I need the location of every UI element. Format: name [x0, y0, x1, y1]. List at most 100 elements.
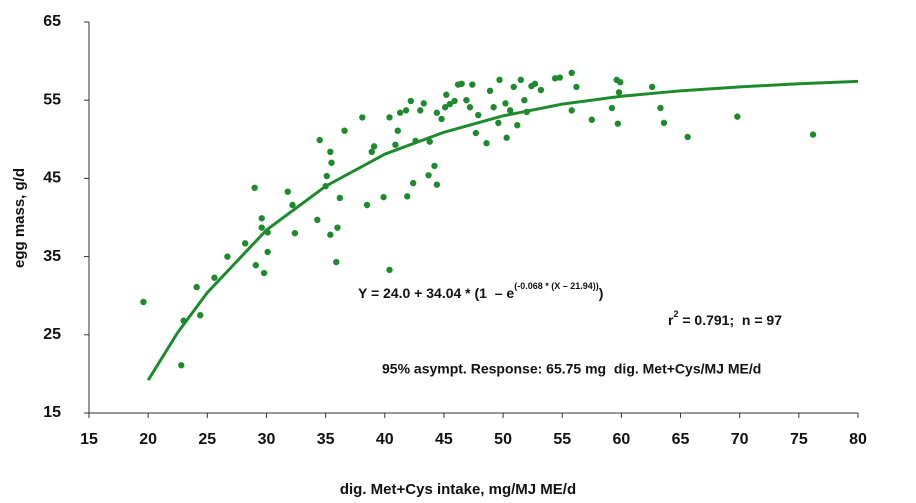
point: [451, 97, 458, 105]
fit-stats-power: 2: [673, 309, 678, 319]
x-tick-label: 25: [198, 431, 216, 448]
x-tick-label: 30: [258, 431, 276, 448]
y-axis-title: egg mass, g/d: [11, 168, 28, 268]
x-tick-label: 60: [612, 431, 630, 448]
point: [556, 74, 564, 81]
point: [608, 104, 616, 112]
x-tick-label: 45: [435, 431, 453, 448]
point: [328, 159, 335, 166]
fit-stats-rest: = 0.791; n = 97: [678, 312, 782, 328]
x-tick-label: 15: [80, 431, 98, 448]
point: [392, 141, 399, 148]
point: [568, 107, 575, 114]
point: [472, 129, 480, 137]
x-tick-label: 70: [731, 431, 749, 448]
point: [289, 201, 296, 209]
point: [438, 115, 445, 123]
point: [417, 107, 424, 114]
point: [503, 134, 510, 141]
point: [409, 179, 417, 187]
x-tick-label: 20: [139, 431, 157, 448]
x-tick-label: 80: [849, 431, 867, 448]
x-axis-title: dig. Met+Cys intake, mg/MJ ME/d: [340, 481, 576, 498]
point: [291, 229, 299, 237]
point: [660, 119, 668, 127]
fit-line: [146, 79, 859, 381]
point: [425, 172, 432, 179]
x-tick-label: 35: [317, 431, 335, 448]
point: [514, 122, 521, 129]
y-tick-label: 55: [43, 91, 61, 108]
point: [334, 224, 341, 231]
point: [551, 75, 559, 82]
point: [380, 193, 387, 201]
equation-main: Y = 24.0 + 34.04 * (1 – e: [358, 285, 514, 301]
point: [475, 111, 482, 119]
y-tick-label: 45: [43, 170, 61, 187]
point: [466, 104, 474, 111]
point: [322, 183, 329, 190]
point: [809, 131, 817, 138]
point: [521, 97, 528, 104]
point: [251, 184, 258, 191]
point: [211, 274, 218, 281]
point: [386, 266, 393, 274]
point: [657, 104, 664, 112]
point: [368, 148, 375, 156]
point: [734, 113, 741, 120]
point: [431, 162, 438, 170]
point: [193, 283, 200, 291]
point: [495, 119, 502, 127]
point: [531, 80, 539, 87]
point: [486, 87, 494, 95]
point: [523, 108, 530, 116]
point: [394, 127, 401, 134]
point: [573, 83, 580, 91]
point: [258, 224, 265, 231]
point: [496, 76, 503, 84]
x-tick-label: 40: [376, 431, 394, 448]
x-tick-label: 65: [672, 431, 690, 448]
point: [426, 138, 433, 145]
point: [537, 86, 545, 94]
point: [180, 317, 187, 324]
point: [197, 312, 204, 319]
fit-stats: r2 = 0.791; n = 97: [668, 309, 782, 327]
point: [617, 79, 624, 86]
point: [359, 114, 366, 121]
point: [327, 148, 334, 156]
point: [314, 216, 321, 224]
point: [341, 127, 348, 134]
point: [336, 194, 344, 202]
point: [588, 116, 596, 123]
point: [396, 109, 404, 116]
point: [483, 140, 490, 147]
point: [506, 107, 514, 114]
point: [517, 76, 525, 84]
point: [404, 193, 411, 200]
point: [490, 104, 497, 111]
point: [386, 114, 393, 121]
point: [363, 201, 371, 209]
point: [407, 97, 414, 105]
annotation: 95% asympt. Response: 65.75 mg dig. Met+…: [382, 361, 761, 377]
y-tick-label: 25: [43, 326, 61, 343]
point: [441, 104, 449, 111]
equation-close: ): [599, 285, 604, 301]
point: [258, 215, 265, 222]
point: [433, 109, 441, 116]
point: [284, 188, 291, 195]
point: [178, 362, 185, 369]
point: [241, 240, 249, 247]
point: [316, 136, 323, 144]
point: [469, 81, 476, 88]
point: [323, 172, 330, 180]
y-tick-label: 15: [43, 404, 61, 421]
point: [458, 80, 465, 87]
point: [260, 269, 268, 277]
equation-exponent: (-0.068 * (X – 21.94)): [514, 281, 599, 291]
equation: Y = 24.0 + 34.04 * (1 – e(-0.068 * (X – …: [358, 281, 603, 300]
point: [463, 97, 470, 104]
point: [684, 133, 691, 141]
